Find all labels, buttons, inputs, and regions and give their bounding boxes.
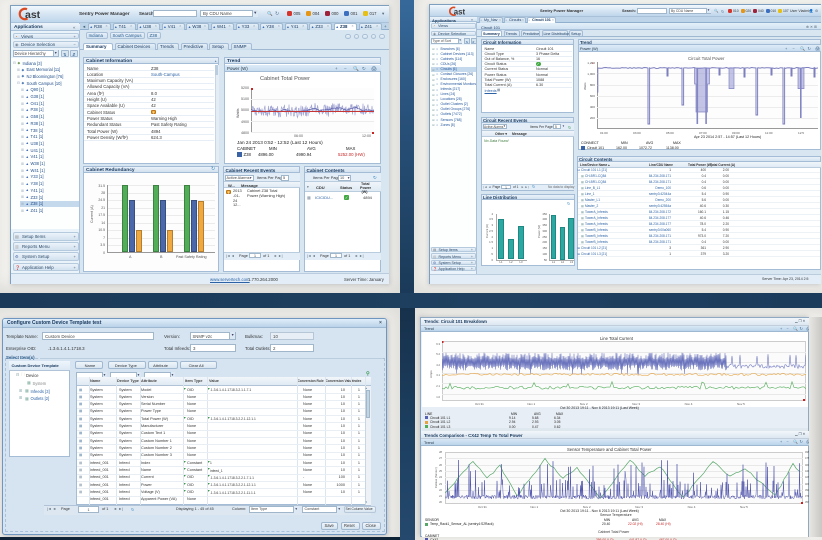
svg-text:ast: ast <box>454 7 466 16</box>
svg-text:ast: ast <box>25 9 41 21</box>
